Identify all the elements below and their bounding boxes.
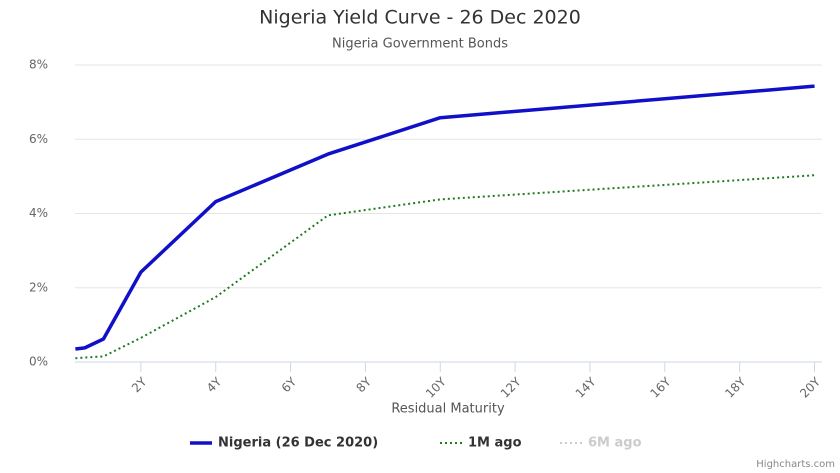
chart-subtitle: Nigeria Government Bonds <box>332 37 508 52</box>
legend-label[interactable]: Nigeria (26 Dec 2020) <box>218 436 378 451</box>
legend-label[interactable]: 1M ago <box>468 436 522 451</box>
y-tick-label: 0% <box>29 355 48 369</box>
chart-title: Nigeria Yield Curve - 26 Dec 2020 <box>259 7 581 29</box>
y-tick-label: 2% <box>29 280 48 294</box>
series-line <box>75 84 815 351</box>
y-tick-label: 6% <box>29 132 48 146</box>
credits[interactable]: Highcharts.com <box>756 459 835 470</box>
y-tick-label: 8% <box>29 58 48 72</box>
x-axis-title: Residual Maturity <box>391 402 505 417</box>
legend-label[interactable]: 6M ago <box>588 436 642 451</box>
y-tick-label: 4% <box>29 206 48 220</box>
